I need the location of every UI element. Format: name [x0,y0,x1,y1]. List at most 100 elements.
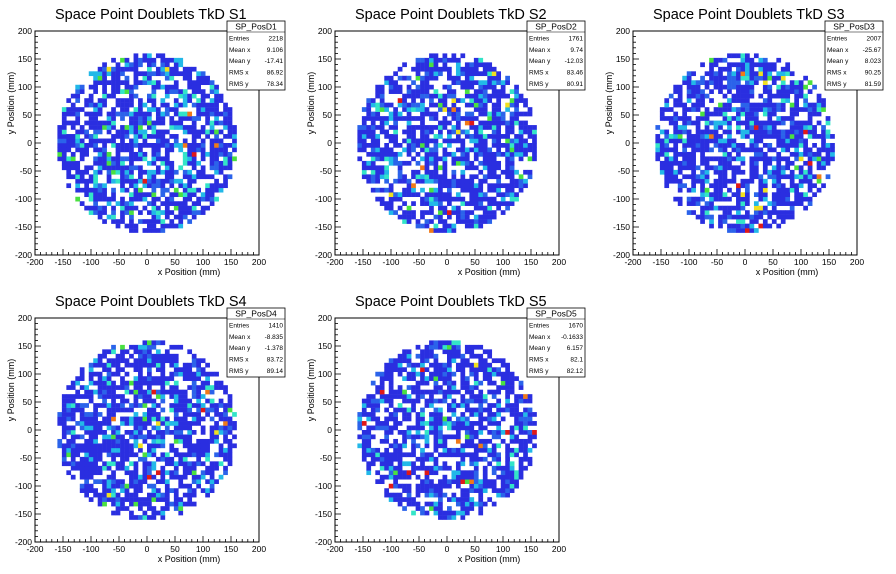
histogram-cell [88,497,94,502]
histogram-cell [214,403,219,408]
histogram-cell [397,430,403,435]
histogram-cell [438,156,443,162]
histogram-cell [102,147,107,153]
histogram-cell [133,80,139,86]
histogram-cell [129,492,134,498]
histogram-cell [124,165,130,171]
histogram-cell [762,62,768,68]
histogram-cell [406,398,412,404]
histogram-cell [700,98,705,103]
histogram-cell [370,394,376,399]
histogram-cell [375,403,381,408]
histogram-cell [500,362,506,368]
histogram-cell [469,398,475,404]
histogram-cell [120,506,125,511]
histogram-cell [147,107,152,112]
histogram-cell [70,380,76,386]
histogram-cell [93,183,98,189]
histogram-cell [469,434,475,440]
histogram-cell [527,111,533,117]
histogram-cell [102,75,107,81]
histogram-cell [455,479,461,485]
histogram-cell [727,210,732,215]
histogram-cell [93,452,98,458]
histogram-cell [388,196,394,202]
histogram-cell [205,380,210,386]
histogram-cell [70,465,76,471]
histogram-cell [115,492,121,498]
histogram-cell [397,371,403,377]
histogram-cell [164,353,170,359]
histogram-cell [523,143,528,148]
histogram-cell [478,219,484,224]
histogram-cell [655,151,661,157]
histogram-cell [223,434,228,440]
histogram-cell [695,80,701,86]
histogram-cell [803,138,808,144]
histogram-cell [700,219,705,224]
histogram-cell [187,367,193,373]
stats-value: 1761 [569,35,584,42]
y-tick-label: 150 [18,54,32,64]
histogram-cell [115,71,121,77]
histogram-cell [411,367,416,373]
histogram-cell [469,223,475,229]
histogram-cell [505,362,510,368]
histogram-cell [133,452,139,458]
histogram-cell [111,66,116,72]
histogram-cell [205,456,210,462]
histogram-cell [384,187,390,193]
histogram-cell [460,358,466,364]
histogram-cell [361,452,367,458]
histogram-cell [169,134,175,139]
histogram-cell [491,430,497,435]
histogram-cell [97,376,103,381]
histogram-cell [388,385,394,390]
histogram-cell [397,89,403,94]
histogram-cell [745,223,750,229]
x-axis-label: x Position (mm) [158,267,221,277]
histogram-cell [682,138,688,144]
histogram-cell [61,452,67,458]
histogram-cell [673,160,679,166]
histogram-cell [402,75,407,81]
histogram-cell [393,425,398,431]
histogram-cell [147,174,152,180]
histogram-cell [758,75,764,81]
histogram-cell [227,452,233,458]
histogram-cell [509,201,515,206]
y-tick-label: -200 [15,537,32,547]
histogram-cell [713,107,719,112]
histogram-cell [420,358,425,364]
histogram-cell [93,470,98,476]
histogram-cell [61,138,67,144]
stats-box-name: SP_PosD2 [535,22,577,32]
histogram-cell [79,385,85,390]
histogram-cell [106,412,112,417]
histogram-cell [709,219,714,224]
histogram-cell [803,151,808,157]
histogram-cell [478,102,484,108]
histogram-cell [169,143,175,148]
histogram-cell [509,165,515,171]
histogram-cell [120,210,125,215]
histogram-cell [753,165,759,171]
histogram-cell [370,129,376,135]
histogram-cell [232,425,237,431]
histogram-cell [527,169,533,175]
histogram-cell [209,187,215,193]
histogram-cell [424,156,430,162]
histogram-cell [223,165,228,171]
histogram-cell [120,89,125,94]
histogram-cell [223,178,228,184]
histogram-cell [713,120,719,126]
histogram-cell [722,156,728,162]
histogram-cell [438,506,443,511]
histogram-cell [384,474,390,480]
histogram-cell [106,80,112,86]
histogram-cell [758,107,764,112]
histogram-cell [807,187,813,193]
histogram-cell [182,138,188,144]
histogram-cell [205,385,210,390]
histogram-cell [812,183,817,189]
